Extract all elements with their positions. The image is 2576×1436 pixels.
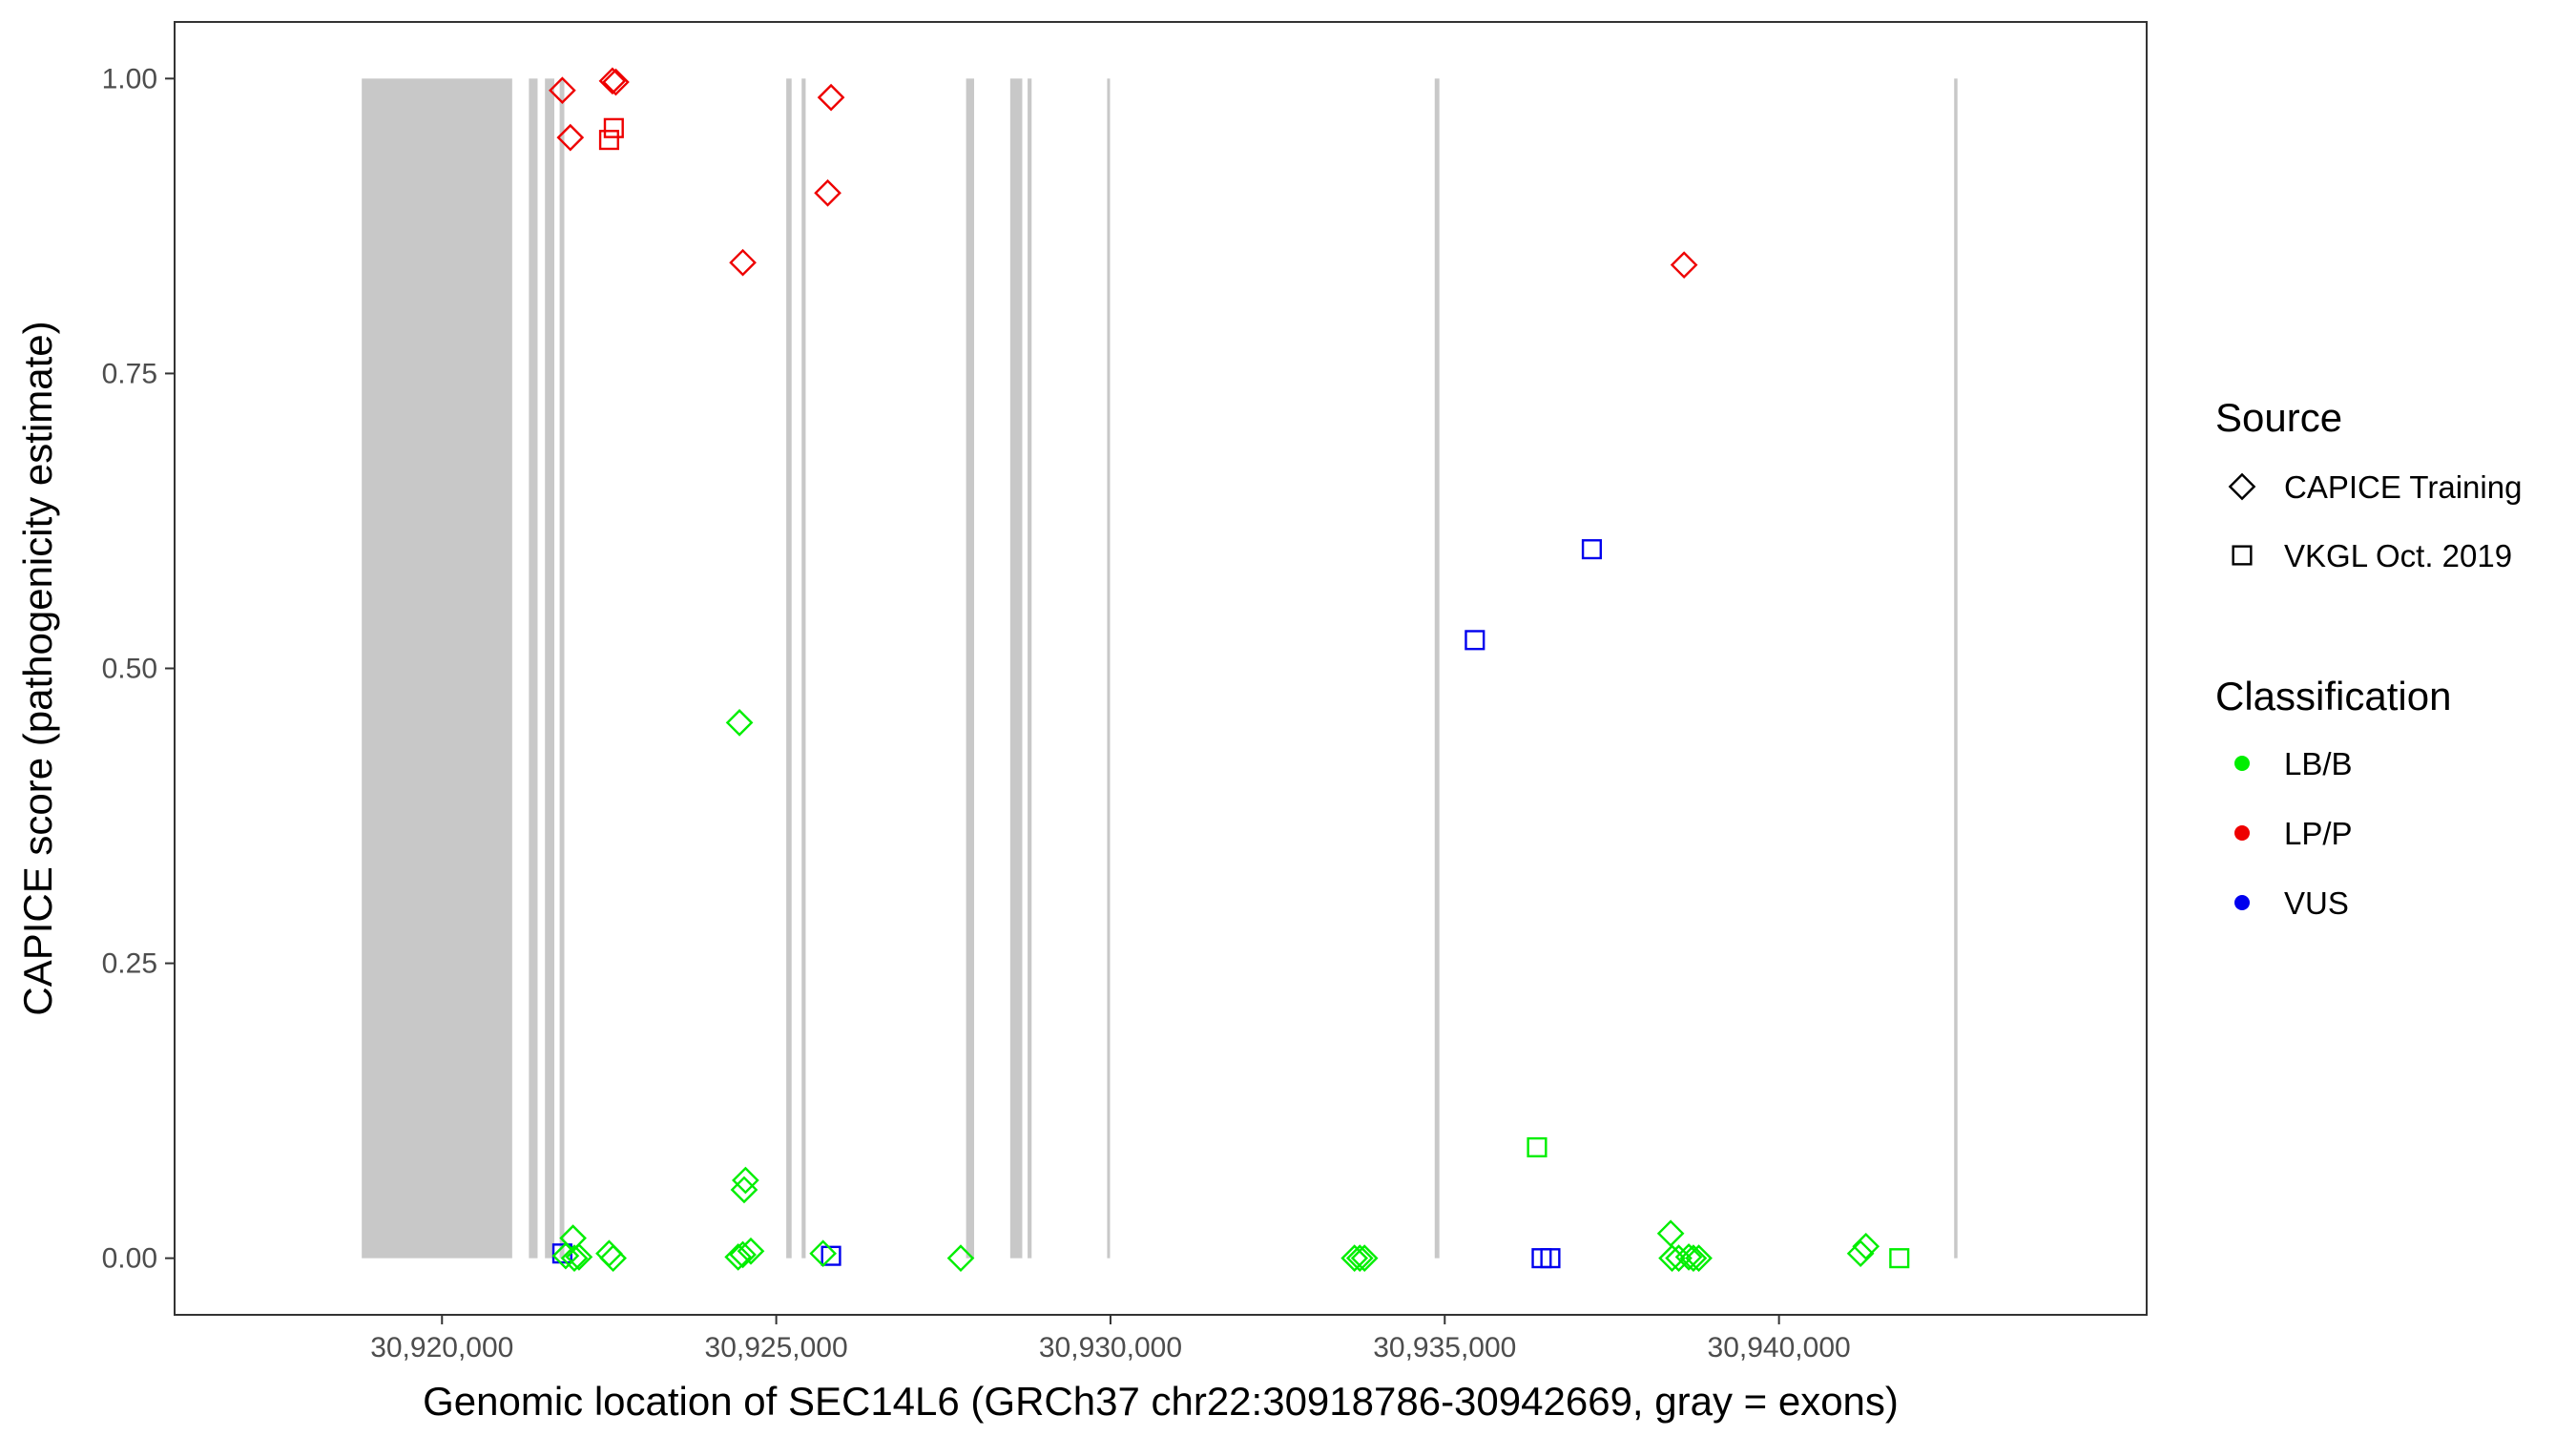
x-axis-title: Genomic location of SEC14L6 (GRCh37 chr2… bbox=[423, 1379, 1899, 1424]
data-point-diamond bbox=[737, 1237, 765, 1265]
data-point-diamond bbox=[1852, 1232, 1880, 1260]
data-point-diamond bbox=[725, 709, 754, 737]
data-point-diamond bbox=[599, 1244, 627, 1273]
data-point-diamond bbox=[1350, 1244, 1379, 1273]
x-tick-label: 30,930,000 bbox=[1039, 1332, 1182, 1363]
data-point-diamond bbox=[1656, 1219, 1685, 1248]
legend-key-dot bbox=[2234, 825, 2250, 841]
exon-bar bbox=[1009, 78, 1023, 1259]
exon-layer bbox=[362, 78, 1958, 1259]
data-point-diamond bbox=[730, 1176, 758, 1204]
data-point-diamond bbox=[1846, 1239, 1875, 1268]
data-point-diamond bbox=[729, 1240, 757, 1269]
data-point-diamond bbox=[724, 1243, 753, 1271]
legend-key-square bbox=[2232, 545, 2253, 566]
data-point-diamond bbox=[1679, 1244, 1708, 1273]
legend-key-dot bbox=[2234, 895, 2250, 910]
data-point-diamond bbox=[814, 178, 841, 207]
data-point-diamond bbox=[1685, 1244, 1713, 1273]
data-point-square bbox=[1465, 630, 1485, 651]
y-tick-label: 0.00 bbox=[102, 1243, 157, 1275]
y-tick-label: 0.50 bbox=[102, 654, 157, 685]
data-point-diamond bbox=[556, 123, 585, 152]
legend-label: VUS bbox=[2284, 885, 2349, 921]
exon-bar bbox=[1434, 78, 1440, 1259]
point-layer bbox=[549, 67, 1910, 1273]
legend-label: CAPICE Training bbox=[2284, 469, 2522, 505]
data-point-diamond bbox=[809, 1239, 838, 1268]
legend-label: LB/B bbox=[2284, 746, 2353, 781]
exon-bar bbox=[801, 78, 806, 1259]
data-point-diamond bbox=[598, 67, 627, 95]
legend-classification-title: Classification bbox=[2215, 674, 2451, 718]
data-point-diamond bbox=[602, 68, 630, 96]
data-point-square bbox=[1540, 1248, 1561, 1269]
data-point-diamond bbox=[565, 1243, 593, 1271]
data-point-square bbox=[1581, 539, 1602, 560]
data-point-diamond bbox=[1340, 1244, 1369, 1273]
x-tick-label: 30,935,000 bbox=[1373, 1332, 1516, 1363]
exon-bar bbox=[786, 78, 792, 1259]
legend: Source Classification CAPICE Training VKG… bbox=[2215, 395, 2522, 921]
y-tick-label: 1.00 bbox=[102, 63, 157, 94]
y-tick-label: 0.25 bbox=[102, 948, 157, 980]
data-point-square bbox=[1889, 1248, 1910, 1269]
exon-bar bbox=[545, 78, 554, 1259]
exon-bar bbox=[559, 78, 565, 1259]
legend-label: LP/P bbox=[2284, 816, 2353, 851]
data-point-diamond bbox=[1674, 1243, 1703, 1271]
legend-source-title: Source bbox=[2215, 395, 2342, 440]
exon-bar bbox=[1954, 78, 1958, 1259]
x-tick-label: 30,920,000 bbox=[370, 1332, 513, 1363]
exon-bar bbox=[966, 78, 975, 1259]
legend-key-diamond bbox=[2228, 472, 2256, 501]
data-point-diamond bbox=[946, 1244, 975, 1273]
exon-bar bbox=[1107, 78, 1111, 1259]
y-tick-label: 0.75 bbox=[102, 358, 157, 389]
data-point-square bbox=[821, 1245, 841, 1266]
data-point-diamond bbox=[549, 76, 576, 105]
exon-bar bbox=[1028, 78, 1032, 1259]
data-point-diamond bbox=[817, 83, 845, 112]
data-point-diamond bbox=[560, 1244, 589, 1273]
x-tick-label: 30,925,000 bbox=[705, 1332, 848, 1363]
y-axis-title: CAPICE score (pathogenicity estimate) bbox=[15, 321, 60, 1015]
data-point-square bbox=[603, 117, 624, 138]
legend-key-dot bbox=[2234, 756, 2250, 771]
y-axis: 0.00 0.25 0.50 0.75 1.00 bbox=[102, 63, 175, 1275]
data-point-square bbox=[1527, 1136, 1548, 1157]
exon-bar bbox=[362, 78, 512, 1259]
x-axis: 30,920,000 30,925,000 30,930,000 30,935,000… bbox=[370, 1315, 1851, 1363]
data-point-diamond bbox=[732, 1166, 759, 1195]
data-point-square bbox=[598, 130, 619, 151]
data-point-diamond bbox=[1670, 251, 1698, 280]
legend-label: VKGL Oct. 2019 bbox=[2284, 538, 2512, 573]
data-point-diamond bbox=[729, 248, 757, 277]
exon-bar bbox=[529, 78, 538, 1259]
x-tick-label: 30,940,000 bbox=[1708, 1332, 1851, 1363]
data-point-diamond bbox=[1345, 1244, 1374, 1273]
legend-items: CAPICE Training VKGL Oct. 2019 LB/B LP/P VUS bbox=[2228, 469, 2522, 921]
